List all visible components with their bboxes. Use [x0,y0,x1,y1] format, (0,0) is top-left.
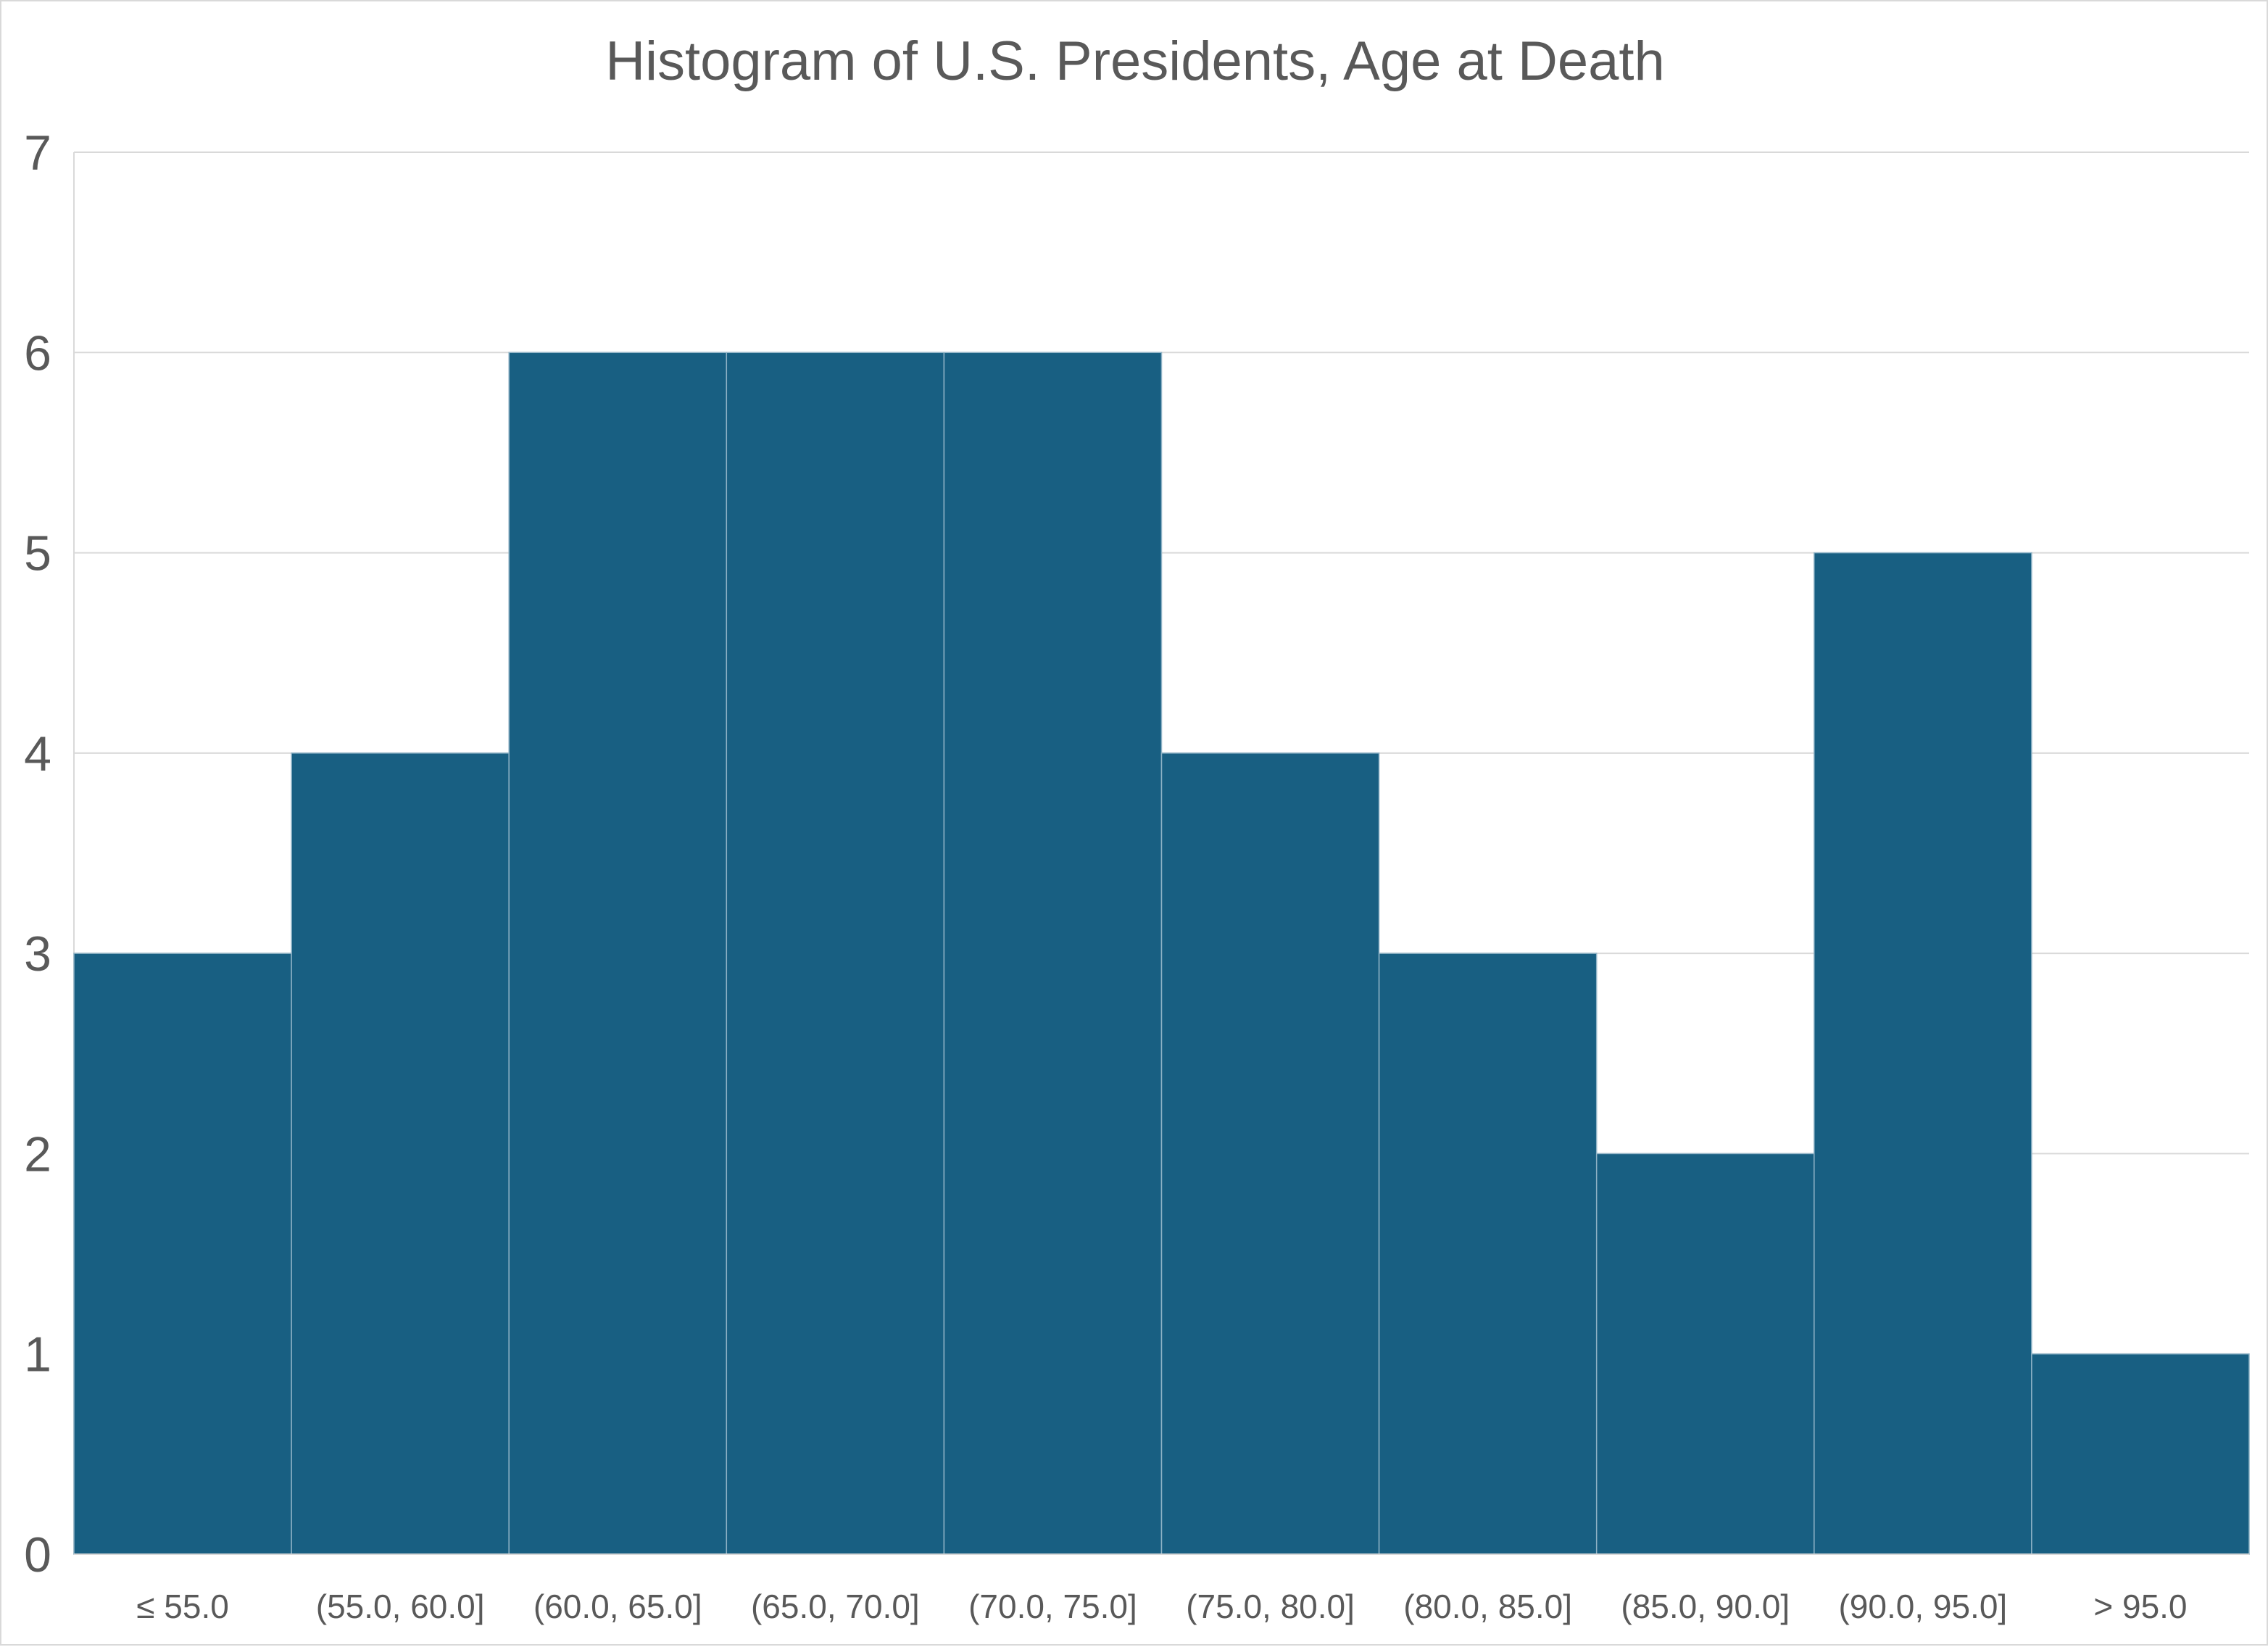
x-tick-label: (85.0, 90.0] [1621,1588,1790,1625]
bar-6 [1378,953,1598,1555]
y-tick-label: 7 [24,125,51,181]
bar-5 [1160,752,1380,1555]
bar-2 [508,352,728,1555]
x-tick-label: > 95.0 [2093,1588,2187,1625]
x-tick-label: (60.0, 65.0] [533,1588,702,1625]
x-tick-label: (70.0, 75.0] [968,1588,1137,1625]
y-tick-label: 0 [24,1527,51,1582]
y-tick-label: 1 [24,1327,51,1382]
chart-title: Histogram of U.S. Presidents, Age at Dea… [605,30,1665,92]
bar-4 [943,352,1163,1555]
x-tick-label: (75.0, 80.0] [1186,1588,1355,1625]
x-tick-label: ≤ 55.0 [136,1588,229,1625]
bar-7 [1595,1153,1815,1555]
y-axis-ticks: 0 1 2 3 4 5 6 7 [24,125,51,1582]
y-tick-label: 5 [24,526,51,581]
bars [73,352,2250,1555]
y-tick-label: 4 [24,726,51,781]
y-tick-label: 2 [24,1127,51,1182]
x-tick-label: (90.0, 95.0] [1838,1588,2007,1625]
x-tick-label: (80.0, 85.0] [1403,1588,1572,1625]
y-tick-label: 3 [24,926,51,982]
x-axis-ticks: ≤ 55.0 (55.0, 60.0] (60.0, 65.0] (65.0, 70.… [136,1588,2187,1625]
bar-3 [726,352,945,1555]
bar-0 [73,953,292,1555]
bar-8 [1814,552,2032,1555]
bar-9 [2031,1353,2250,1555]
x-tick-label: (65.0, 70.0] [751,1588,920,1625]
y-tick-label: 6 [24,325,51,381]
bar-1 [291,752,510,1555]
x-tick-label: (55.0, 60.0] [316,1588,485,1625]
